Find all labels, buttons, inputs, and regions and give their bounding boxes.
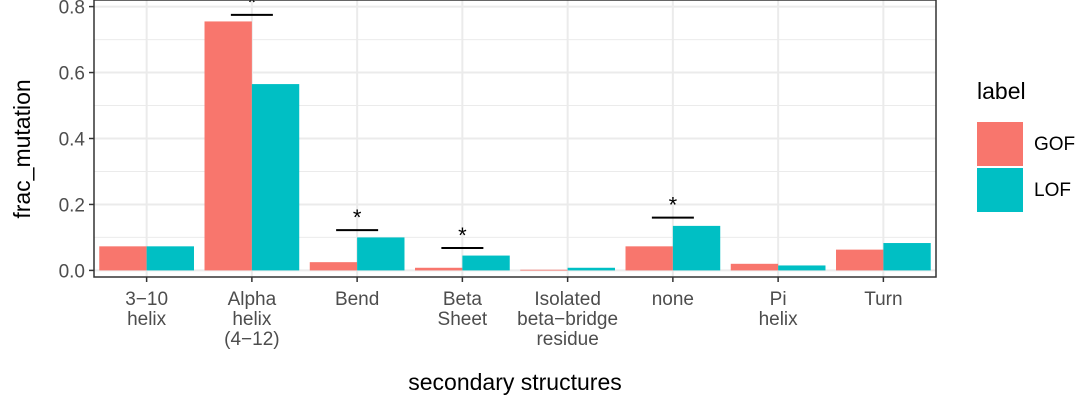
- legend-key-lof: [977, 168, 1023, 212]
- significance-star-2: *: [458, 223, 467, 248]
- y-axis-title: frac_mutation: [9, 79, 35, 218]
- bar-lof-5: [672, 225, 721, 271]
- y-tick-label: 0.0: [59, 261, 85, 282]
- legend-label-lof: LOF: [1034, 180, 1071, 201]
- legend: label GOF LOF: [977, 78, 1075, 212]
- y-tick-label: 0.4: [59, 130, 86, 151]
- x-tick-label-7: Turn: [864, 289, 902, 310]
- x-tick-label-1: Alpha helix (4−12): [224, 289, 279, 350]
- x-tick-label-4: Isolated beta−bridge residue: [517, 289, 618, 350]
- bar-lof-7: [883, 243, 931, 271]
- significance-star-1: *: [353, 205, 362, 230]
- y-axis: 0.0 0.2 0.4 0.6 0.8: [59, 0, 94, 282]
- bar-lof-4: [567, 267, 615, 271]
- bar-lof-2: [357, 237, 405, 271]
- bar-gof-4: [520, 269, 568, 271]
- bar-gof-1: [204, 21, 252, 271]
- significance-star-3: *: [669, 193, 678, 218]
- bar-gof-7: [836, 249, 884, 271]
- x-tick-label-0: 3−10 helix: [125, 289, 168, 330]
- x-tick-label-6: Pi helix: [759, 289, 799, 330]
- bar-lof-0: [146, 246, 194, 271]
- y-tick-label: 0.8: [59, 0, 85, 19]
- bar-lof-1: [251, 84, 300, 271]
- bar-gof-3: [415, 267, 463, 271]
- legend-title: label: [977, 78, 1026, 104]
- x-axis: 3−10 helix Alpha helix (4−12) Bend Beta Sheet Is…: [125, 277, 903, 350]
- bars: [99, 21, 931, 271]
- y-tick-label: 0.6: [59, 64, 85, 85]
- x-tick-label-2: Bend: [335, 289, 379, 310]
- bar-gof-2: [309, 262, 358, 271]
- y-tick-label: 0.2: [59, 195, 85, 216]
- bar-lof-3: [462, 255, 510, 271]
- significance-markers: * * * *: [230, 0, 694, 249]
- x-axis-title: secondary structures: [408, 369, 621, 395]
- x-tick-label-5: none: [652, 289, 694, 310]
- legend-label-gof: GOF: [1034, 134, 1075, 155]
- significance-star-0: *: [248, 0, 257, 15]
- bar-gof-5: [625, 246, 673, 271]
- bar-lof-6: [778, 265, 826, 271]
- x-tick-label-3: Beta Sheet: [438, 289, 488, 330]
- bar-gof-6: [730, 263, 779, 271]
- legend-key-gof: [977, 122, 1023, 166]
- bar-gof-0: [99, 246, 147, 271]
